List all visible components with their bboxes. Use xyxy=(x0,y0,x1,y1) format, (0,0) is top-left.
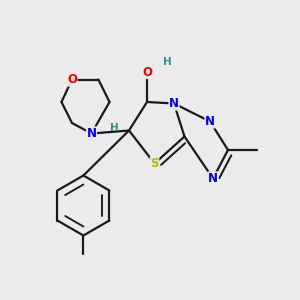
Text: O: O xyxy=(67,73,77,86)
Text: N: N xyxy=(205,115,215,128)
Text: H: H xyxy=(164,57,172,67)
Text: O: O xyxy=(142,65,152,79)
Text: H: H xyxy=(110,123,118,134)
Text: N: N xyxy=(208,172,218,185)
Text: S: S xyxy=(150,157,159,170)
Text: N: N xyxy=(86,127,97,140)
Text: N: N xyxy=(169,97,179,110)
